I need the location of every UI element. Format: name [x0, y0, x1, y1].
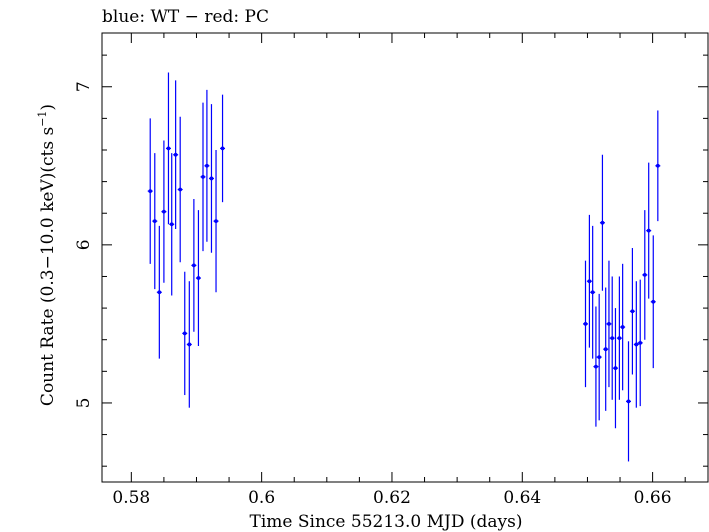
point-marker [209, 176, 214, 181]
data-point [606, 260, 612, 388]
point-marker [655, 163, 660, 168]
data-point [609, 276, 615, 400]
point-marker [607, 322, 611, 326]
y-axis-label: Count Rate (0.3−10.0 keV)(cts s−1) [36, 104, 58, 406]
y-tick-label: 6 [74, 239, 94, 250]
data-point [204, 89, 210, 242]
point-marker [613, 366, 618, 371]
data-point [637, 279, 643, 407]
data-point [626, 341, 632, 462]
x-tick-label: 0.64 [503, 488, 541, 508]
data-point [161, 140, 167, 283]
data-point [633, 281, 639, 408]
point-marker [173, 152, 178, 157]
data-point [650, 235, 656, 369]
point-marker [651, 299, 656, 304]
x-tick-label: 0.6 [248, 488, 275, 508]
data-point [156, 225, 162, 359]
x-axis-ticks: 0.58 0.6 0.62 0.64 0.66 [112, 33, 686, 508]
data-point [147, 118, 153, 264]
plot-frame [101, 32, 709, 483]
y-axis-label-close: ) [38, 104, 58, 111]
data-point [177, 116, 183, 263]
point-marker [178, 187, 183, 192]
data-point [655, 110, 661, 222]
data-point [152, 153, 158, 290]
point-marker [182, 331, 187, 336]
point-marker [634, 342, 639, 347]
y-tick-label: 7 [74, 81, 94, 92]
data-point [195, 210, 201, 347]
point-marker [166, 146, 171, 151]
x-tick-label: 0.66 [634, 488, 672, 508]
y-axis-label-main: Count Rate (0.3−10.0 keV)(cts s [38, 127, 58, 406]
data-point [590, 225, 596, 359]
point-marker [587, 279, 592, 284]
y-tick-label: 5 [74, 398, 94, 409]
data-point [208, 104, 214, 253]
data-point [173, 80, 179, 230]
data-point [586, 214, 592, 348]
data-point [646, 162, 652, 299]
point-marker [594, 364, 598, 369]
point-marker [597, 355, 602, 360]
data-point [213, 149, 219, 293]
point-marker [157, 290, 162, 295]
point-marker [646, 228, 651, 233]
point-marker [603, 347, 608, 352]
x-tick-label: 0.58 [112, 488, 150, 508]
point-marker [642, 272, 647, 277]
data-point [620, 263, 626, 391]
point-marker [187, 342, 192, 347]
point-marker [638, 340, 643, 345]
point-marker [152, 219, 157, 224]
data-point [186, 281, 192, 408]
data-point [191, 199, 197, 332]
chart-title: blue: WT − red: PC [102, 7, 269, 27]
data-point [616, 276, 622, 400]
point-marker [220, 146, 225, 151]
data-point [582, 260, 588, 388]
data-point [629, 248, 635, 375]
point-marker [610, 336, 615, 341]
point-marker [626, 399, 631, 404]
data-point [596, 293, 602, 421]
data-point [642, 210, 648, 340]
y-axis-ticks: 5 6 7 [74, 54, 708, 467]
point-marker [600, 220, 605, 225]
point-marker [191, 263, 196, 268]
data-point [182, 271, 188, 396]
point-marker [201, 174, 205, 179]
point-marker [583, 322, 588, 326]
data-point [603, 287, 609, 411]
point-marker [196, 276, 201, 280]
data-point [200, 102, 206, 252]
point-marker [148, 189, 153, 193]
data-point [220, 94, 226, 203]
data-point [169, 153, 175, 296]
data-points [147, 72, 661, 462]
point-marker [214, 219, 218, 224]
point-marker [620, 325, 625, 329]
data-point [599, 154, 605, 291]
data-point [165, 72, 171, 225]
point-marker [630, 309, 635, 314]
point-marker [590, 290, 595, 295]
x-tick-label: 0.62 [373, 488, 411, 508]
data-point [593, 306, 599, 427]
data-point [612, 308, 618, 429]
x-axis-label: Time Since 55213.0 MJD (days) [250, 512, 523, 532]
point-marker [205, 163, 209, 168]
point-marker [162, 209, 166, 214]
y-axis-label-superscript: −1 [36, 111, 49, 127]
point-marker [169, 222, 174, 227]
point-marker [617, 336, 622, 341]
